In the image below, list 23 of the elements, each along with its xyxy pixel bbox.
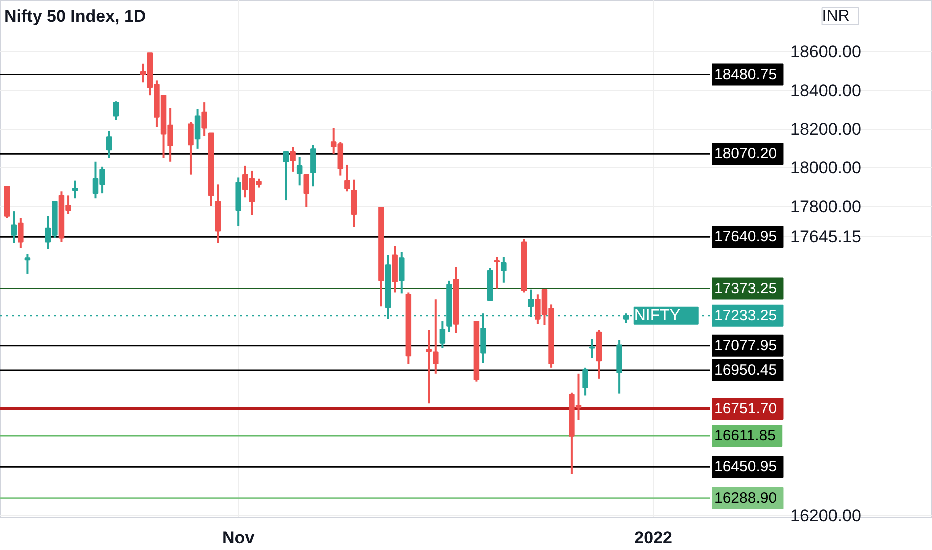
y-tick-label: 18000.00	[790, 158, 862, 178]
ref-line-label: 18070.20	[714, 146, 778, 163]
ref-line-label: 16288.90	[714, 490, 778, 507]
annotation: INR	[822, 8, 850, 25]
ref-line-label: 17077.95	[714, 337, 778, 354]
ref-line-label: 18480.75	[714, 66, 778, 84]
ref-line-label: 17373.25	[714, 280, 778, 298]
ref-line-label: 16751.70	[714, 400, 778, 418]
ref-line-label: 17233.25	[714, 307, 778, 324]
y-tick-label: 18200.00	[790, 120, 862, 140]
chart-title: Nifty 50 Index, 1D	[4, 7, 146, 26]
y-tick-label: 18600.00	[790, 42, 862, 62]
ref-line-label: 16950.45	[714, 362, 778, 380]
ref-line-label: 16611.85	[714, 427, 776, 444]
ref-line-label: 17640.95	[714, 228, 778, 246]
x-tick-label: Nov	[222, 528, 256, 548]
annotation: NIFTY	[634, 307, 681, 324]
ref-line-label: 16450.95	[714, 458, 778, 476]
x-tick-label: 2022	[634, 528, 672, 548]
y-tick-label: 17800.00	[790, 197, 862, 216]
y-tick-label: 16200.00	[790, 506, 862, 526]
y-tick-label: 17645.15	[790, 227, 862, 246]
y-tick-label: 18400.00	[790, 81, 862, 100]
